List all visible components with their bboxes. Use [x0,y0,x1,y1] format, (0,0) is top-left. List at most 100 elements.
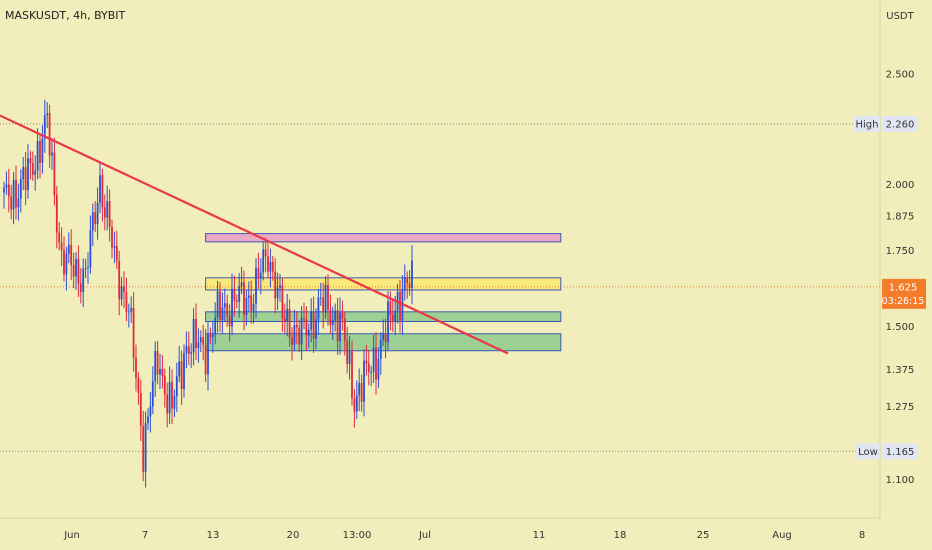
candle-body [303,318,305,320]
candle-body [159,368,161,375]
candle-body [39,141,41,163]
x-tick-label: 8 [859,530,865,541]
candle-body [372,347,375,372]
candle-body [370,371,373,373]
descending-trendline [0,114,509,355]
candle-body [106,201,109,218]
candle-body [192,318,195,353]
candle-body [391,314,394,321]
x-tick-label: 13:00 [343,530,372,541]
candle-body [55,195,58,233]
candle-body [334,310,337,321]
candle-body [346,340,349,364]
candle-body [166,394,169,414]
candle-body [113,245,116,248]
candle-body [310,312,313,330]
high-label: High [856,119,879,130]
x-tick-label: Aug [772,530,792,541]
candle-body [358,383,361,396]
candle-body [15,179,17,208]
candle-body [312,312,315,339]
candle-body [240,282,243,286]
candle-body [185,346,188,354]
candle-body [130,307,133,312]
candle-body [223,303,226,308]
candle-body [382,333,385,340]
low-value: 1.165 [886,447,915,458]
candle-body [190,352,193,354]
candle-body [399,291,401,321]
candle-body [375,347,377,380]
candle-body [77,259,80,284]
candle-body [75,259,77,277]
candle-body [48,113,51,156]
candle-body [351,351,353,399]
candle-body [276,288,279,299]
candle-body [101,175,104,208]
candle-body [111,227,113,248]
candle-body [207,334,209,375]
candle-body [286,309,289,322]
candle-body [348,351,351,364]
candle-body [22,167,25,180]
candle-body [257,267,260,279]
candle-body [209,334,212,337]
candle-body [27,158,29,191]
candle-body [300,318,303,345]
candle-body [250,295,253,311]
candle-body [295,324,298,328]
candle-body [336,310,339,342]
x-tick-label: Jul [418,530,431,541]
candle-body [12,179,15,210]
candle-body [10,196,13,210]
candle-body [139,392,142,427]
candle-body [377,358,380,380]
candle-body [331,320,334,325]
candle-body [135,357,137,379]
candle-body [394,310,397,321]
candle-body [132,307,135,358]
y-tick-label: 2.000 [886,180,915,191]
candle-body [137,378,140,393]
candles-group [3,99,413,488]
candle-body [363,360,365,402]
candle-body [329,309,332,325]
candle-body [163,376,166,395]
candle-body [384,333,387,343]
candle-body [341,312,344,319]
candle-body [36,141,39,171]
candle-body [84,268,87,270]
candle-body [408,283,411,289]
candle-body [183,353,185,389]
candle-body [17,198,20,208]
y-tick-label: 1.500 [886,322,915,333]
chart-title: MASKUSDT, 4h, BYBIT [5,9,126,22]
candle-body [161,368,164,377]
candle-body [307,329,310,336]
candle-body [281,285,284,318]
candle-body [34,170,37,175]
axis-currency-label: USDT [886,11,914,22]
candle-body [175,376,178,397]
candle-body [63,250,65,275]
candle-body [65,253,68,275]
candle-body [187,346,190,354]
candle-body [51,152,53,156]
candle-body [327,284,329,310]
candle-body [319,297,322,299]
x-tick-label: 7 [142,530,148,541]
candle-body [115,245,118,261]
candle-body [180,361,183,389]
candle-body [247,295,250,298]
candle-body [94,212,97,225]
x-tick-label: 11 [533,530,546,541]
candle-body [279,285,281,289]
high-label-box [854,115,880,132]
candle-body [118,260,121,300]
candle-body [99,175,101,203]
candle-body [144,423,147,472]
candle-body [219,291,221,320]
candle-body [70,244,73,266]
candle-body [355,395,358,412]
